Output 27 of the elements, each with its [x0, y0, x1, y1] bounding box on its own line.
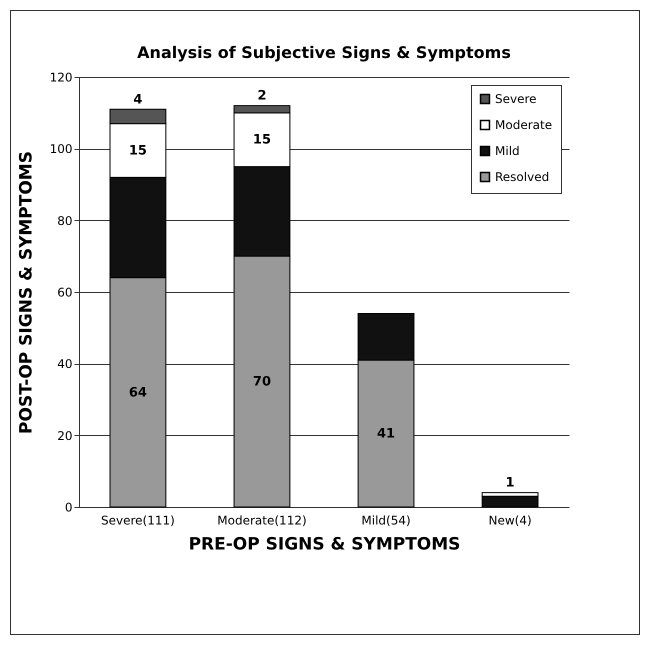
legend-label: Severe: [495, 92, 537, 106]
data-label: 1: [506, 476, 515, 491]
y-tick-label: 100: [50, 142, 72, 156]
data-label: 2: [257, 88, 266, 104]
data-label: 4: [133, 92, 142, 108]
y-tick-label: 20: [57, 428, 72, 443]
data-label: 41: [376, 426, 396, 442]
x-axis-title: PRE-OP SIGNS & SYMPTOMS: [188, 534, 460, 554]
x-tick-label: New(4): [488, 514, 532, 528]
x-tick-label: Severe(111): [101, 514, 175, 528]
y-tick-label: 120: [50, 70, 72, 84]
y-tick-label: 80: [57, 214, 72, 228]
x-tick-label: Mild(54): [361, 514, 411, 528]
data-label: 15: [128, 143, 147, 158]
bar: [482, 496, 538, 508]
data-label: 15: [252, 132, 272, 148]
y-tick-label: 40: [57, 357, 72, 372]
legend-label: Moderate: [495, 118, 552, 132]
y-tick-label: 60: [57, 286, 72, 300]
y-axis-title: POST-OP SIGNS & SYMPTOMS: [16, 151, 37, 434]
x-tick-label: Moderate(112): [217, 514, 307, 528]
data-label: 70: [252, 374, 272, 390]
data-label: 64: [128, 385, 147, 400]
legend-label: Mild: [495, 144, 520, 158]
y-tick-label: 0: [64, 500, 72, 514]
legend-label: Resolved: [495, 170, 550, 184]
chart-title: Analysis of Subjective Signs & Symptoms: [137, 43, 511, 62]
